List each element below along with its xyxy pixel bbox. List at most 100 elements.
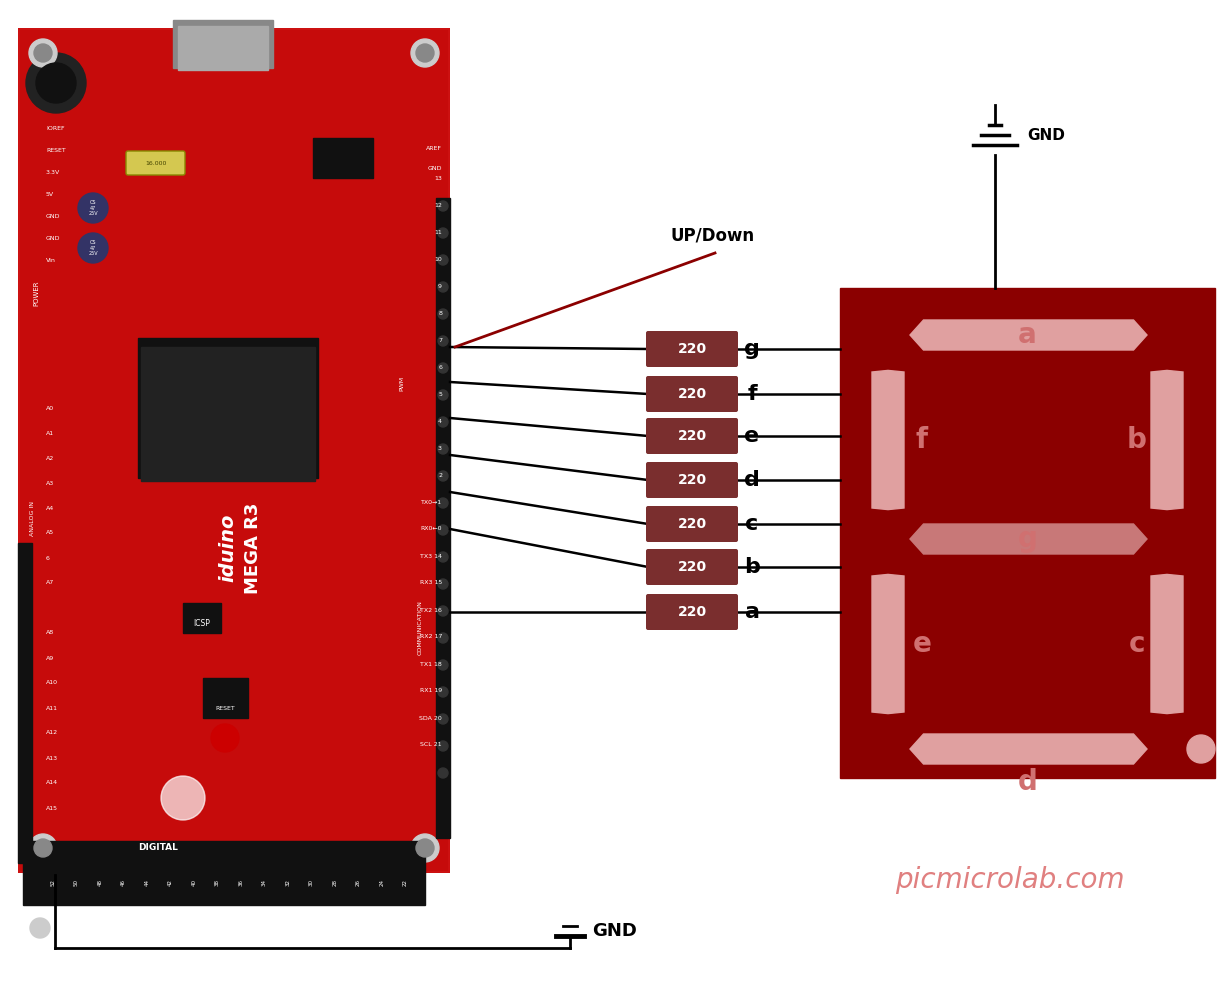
Text: 8: 8: [438, 311, 442, 315]
Circle shape: [438, 552, 448, 562]
Text: 12: 12: [434, 203, 442, 208]
Text: A3: A3: [45, 481, 54, 486]
Text: 33: 33: [286, 912, 291, 919]
Circle shape: [438, 336, 448, 346]
Text: 40: 40: [191, 879, 196, 886]
Text: 220: 220: [677, 605, 707, 619]
Text: A11: A11: [45, 705, 58, 710]
Text: d: d: [1017, 768, 1038, 796]
Bar: [178, 26, 267, 70]
Text: MEGA R3: MEGA R3: [244, 502, 263, 593]
Text: 27: 27: [356, 912, 361, 919]
Text: 29: 29: [333, 912, 337, 919]
Text: picmicrolab.com: picmicrolab.com: [896, 866, 1125, 894]
Text: 6: 6: [45, 556, 50, 561]
Circle shape: [438, 660, 448, 670]
Text: GND: GND: [427, 165, 442, 170]
FancyBboxPatch shape: [645, 331, 737, 367]
Text: 31: 31: [309, 912, 314, 919]
Text: GND: GND: [591, 922, 637, 940]
Text: 9: 9: [438, 284, 442, 289]
Text: 36: 36: [238, 879, 243, 886]
Text: 220: 220: [677, 560, 707, 574]
Text: 39: 39: [215, 912, 220, 919]
Polygon shape: [872, 371, 904, 509]
Text: 35: 35: [263, 912, 267, 919]
Text: COMMUNICATION: COMMUNICATION: [417, 600, 422, 656]
Text: b: b: [744, 557, 760, 577]
Text: 220: 220: [677, 429, 707, 443]
Text: ICSP: ICSP: [194, 618, 211, 627]
Text: A5: A5: [45, 530, 54, 535]
Text: RESET: RESET: [215, 705, 234, 710]
Circle shape: [438, 687, 448, 697]
Circle shape: [438, 282, 448, 292]
Circle shape: [438, 579, 448, 589]
Text: 52: 52: [50, 879, 55, 886]
Text: 34: 34: [263, 879, 267, 886]
Circle shape: [438, 417, 448, 427]
Text: 220: 220: [677, 342, 707, 356]
Text: A15: A15: [45, 805, 58, 811]
FancyBboxPatch shape: [645, 376, 737, 412]
Circle shape: [1187, 735, 1215, 763]
Text: 46: 46: [121, 879, 126, 886]
Text: 220: 220: [677, 473, 707, 487]
Bar: [18, 543, 32, 863]
Circle shape: [438, 741, 448, 751]
Circle shape: [34, 44, 52, 62]
Text: A0: A0: [45, 405, 54, 410]
Text: 3.3V: 3.3V: [45, 169, 60, 174]
Text: TX3 14: TX3 14: [420, 554, 442, 559]
Text: A12: A12: [45, 731, 58, 736]
Circle shape: [438, 768, 448, 778]
Circle shape: [438, 714, 448, 724]
Bar: [840, 288, 1215, 778]
Text: A10: A10: [45, 680, 58, 685]
Text: b: b: [1128, 426, 1147, 454]
Text: d: d: [744, 470, 760, 490]
Text: 220: 220: [677, 517, 707, 531]
Text: ANALOG IN: ANALOG IN: [29, 500, 34, 535]
FancyBboxPatch shape: [645, 549, 737, 585]
Text: 51: 51: [74, 912, 79, 919]
Text: 11: 11: [434, 229, 442, 234]
Text: 25: 25: [379, 912, 384, 919]
Bar: [202, 678, 248, 718]
Text: c: c: [1129, 630, 1145, 658]
Text: 16.000: 16.000: [145, 160, 167, 165]
Circle shape: [438, 498, 448, 508]
Text: g: g: [744, 339, 760, 359]
Text: 42: 42: [168, 879, 173, 886]
Text: 48: 48: [97, 879, 103, 886]
Text: CS
47
25V: CS 47 25V: [88, 239, 98, 256]
Polygon shape: [910, 734, 1147, 764]
Text: RX3 15: RX3 15: [420, 581, 442, 585]
Text: A7: A7: [45, 581, 54, 585]
Text: Vin: Vin: [45, 257, 56, 262]
Text: 50: 50: [74, 879, 79, 886]
Polygon shape: [1151, 371, 1183, 509]
Circle shape: [161, 776, 205, 820]
Circle shape: [438, 444, 448, 454]
Text: 28: 28: [333, 879, 337, 886]
Circle shape: [79, 193, 108, 223]
Text: 5V: 5V: [45, 192, 54, 197]
Text: 10: 10: [434, 256, 442, 261]
Text: A14: A14: [45, 780, 58, 785]
Text: TX0→1: TX0→1: [421, 499, 442, 504]
Text: SCL 21: SCL 21: [421, 743, 442, 748]
Text: 26: 26: [356, 879, 361, 886]
Circle shape: [438, 606, 448, 616]
Text: SDA 20: SDA 20: [420, 715, 442, 721]
Text: GND: GND: [45, 235, 60, 240]
FancyBboxPatch shape: [126, 151, 185, 175]
Bar: [20, 30, 448, 871]
Text: AREF: AREF: [426, 145, 442, 150]
Text: 22: 22: [402, 879, 409, 886]
Bar: [137, 338, 318, 478]
Circle shape: [416, 839, 434, 857]
Circle shape: [438, 363, 448, 373]
Polygon shape: [910, 320, 1147, 350]
Text: TX2 16: TX2 16: [420, 607, 442, 612]
